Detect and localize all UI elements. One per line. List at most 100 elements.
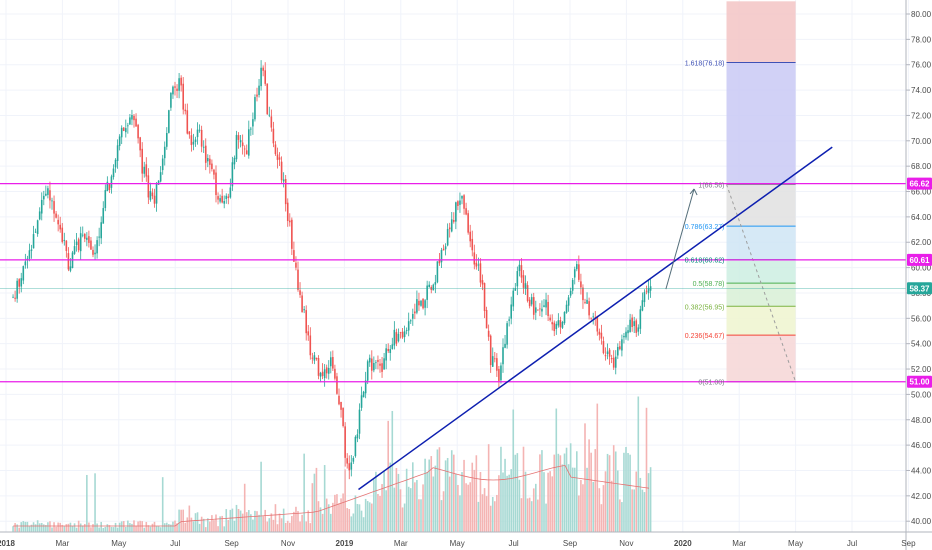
- volume-bar: [502, 472, 504, 532]
- candle-body: [647, 288, 650, 294]
- candle-body: [227, 196, 230, 198]
- candle-body: [49, 190, 51, 201]
- x-tick-label: 2019: [336, 539, 354, 548]
- volume-bar: [202, 518, 205, 532]
- volume-bar: [563, 453, 566, 532]
- price-axis[interactable]: 80.00 78.00 76.00 74.00 72.00 70.00 68.00 66.00…: [905, 0, 932, 550]
- candle-body: [371, 358, 373, 371]
- candle-body: [209, 158, 211, 165]
- volume-bar: [483, 488, 486, 532]
- candle-body: [549, 317, 551, 321]
- candle-body: [196, 129, 199, 138]
- volume-bar: [602, 485, 605, 532]
- volume-bar: [463, 459, 465, 532]
- candle-body: [327, 367, 330, 374]
- candle-body: [403, 331, 406, 338]
- volume-bar: [209, 521, 211, 532]
- candle-body: [188, 131, 191, 135]
- candle-body: [438, 259, 441, 264]
- volume-bar: [38, 523, 41, 532]
- volume-bar: [303, 453, 305, 532]
- volume-bar: [73, 523, 76, 532]
- volume-bar: [295, 506, 297, 532]
- fib-level-label: 0.382(56.95): [685, 304, 725, 311]
- volume-bar: [47, 522, 49, 532]
- fib-level-label: 0(51.00): [698, 380, 724, 387]
- candle-body: [200, 129, 203, 147]
- candle-body: [512, 290, 515, 307]
- candle-body: [545, 299, 547, 308]
- candle-body: [55, 213, 57, 218]
- candle-body: [110, 176, 113, 188]
- candle-body: [459, 200, 461, 205]
- projection-arrowhead: [689, 188, 698, 196]
- candle-body: [139, 137, 141, 151]
- candle-body: [272, 128, 275, 144]
- volume-bar: [229, 509, 232, 532]
- candle-body: [291, 219, 293, 249]
- candle-body: [385, 348, 387, 361]
- volume-bar: [496, 494, 498, 532]
- volume-bar: [578, 495, 580, 532]
- candle-body: [506, 323, 508, 345]
- candle-body: [81, 234, 84, 236]
- candle-body: [623, 335, 625, 338]
- volume-bar: [354, 495, 357, 532]
- price-badge: [907, 375, 932, 388]
- volume-bar: [79, 523, 82, 532]
- candle-body: [84, 234, 86, 239]
- x-tick-label: May: [788, 539, 803, 548]
- candle-body: [270, 116, 273, 128]
- candle-body: [168, 110, 170, 133]
- y-tick-label: 76.00: [911, 61, 932, 70]
- candle-body: [641, 300, 644, 311]
- candle-body: [192, 141, 195, 145]
- volume-bar: [631, 489, 633, 532]
- candle-body: [569, 290, 572, 296]
- candle-body: [145, 164, 148, 177]
- candle-body: [174, 86, 176, 88]
- candle-body: [387, 348, 389, 352]
- candle-body: [424, 300, 426, 308]
- candle-body: [213, 169, 215, 175]
- volume-bar: [518, 479, 521, 532]
- volume-bar: [535, 483, 537, 532]
- candle-body: [627, 330, 629, 334]
- candle-body: [479, 263, 482, 283]
- time-axis[interactable]: 2018 Mar May Jul Sep Nov 2019 Mar May Jul Sep Nov 20…: [0, 531, 932, 548]
- volume-bar: [612, 445, 615, 532]
- price-badge: [907, 282, 932, 295]
- volume-bar: [567, 464, 570, 532]
- volume-bar: [196, 512, 199, 532]
- volume-bar: [180, 509, 182, 532]
- x-tick-label: Sep: [563, 539, 578, 548]
- candle-body: [67, 253, 70, 270]
- volume-bar: [125, 526, 127, 532]
- volume-bar: [280, 518, 283, 532]
- volume-bar: [395, 467, 398, 532]
- volume-bar: [233, 520, 236, 532]
- volume-bar: [520, 498, 523, 532]
- candle-body: [301, 295, 303, 313]
- y-tick-label: 62.00: [911, 238, 932, 247]
- volume-bar: [84, 523, 86, 532]
- volume-bar: [190, 517, 193, 532]
- trendline-group[interactable]: [358, 146, 833, 491]
- candle-body: [457, 201, 459, 206]
- volume-bar: [248, 509, 250, 532]
- volume-bar: [186, 517, 189, 532]
- candle-body: [520, 265, 523, 278]
- candle-body: [147, 175, 150, 198]
- volume-bar: [610, 480, 613, 532]
- candle-body: [65, 240, 68, 251]
- candle-body: [432, 284, 435, 291]
- candle-body: [34, 231, 37, 233]
- fib-level-label: 0.5(58.78): [693, 281, 725, 288]
- volume-bar: [344, 469, 346, 532]
- candle-body: [381, 363, 383, 372]
- candle-body: [477, 264, 480, 266]
- candle-body: [20, 278, 23, 287]
- volume-bar: [176, 523, 178, 532]
- candle-body: [414, 311, 416, 314]
